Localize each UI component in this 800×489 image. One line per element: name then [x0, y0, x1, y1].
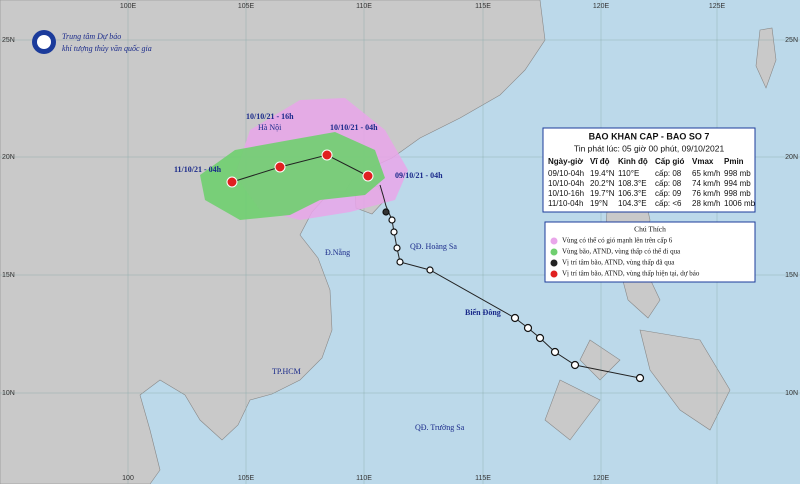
grid-label: 105E: [238, 3, 255, 10]
column-header: Vmax: [692, 157, 714, 166]
table-cell: 74 km/h: [692, 179, 720, 188]
table-cell: 76 km/h: [692, 189, 720, 198]
table-cell: 65 km/h: [692, 169, 720, 178]
grid-label: 20N: [785, 154, 798, 161]
legend-item: Vị trí tâm bão, ATND, vùng thấp đã qua: [562, 259, 675, 267]
column-header: Vĩ độ: [590, 157, 610, 166]
legend-item: Vùng bão, ATND, vùng thấp có thể đi qua: [562, 248, 681, 256]
past-positions: [382, 208, 645, 383]
column-header: Cấp gió: [655, 157, 684, 166]
grid-label: 15N: [2, 272, 15, 279]
legend-title: Chú Thích: [634, 225, 666, 234]
table-cell: 108.3°E: [618, 179, 647, 188]
grid-label: 105E: [238, 475, 255, 482]
table-cell: 19.7°N: [590, 189, 615, 198]
legend-box: [544, 221, 756, 283]
grid-label: 100E: [120, 3, 137, 10]
header-line: khí tượng thủy văn quốc gia: [62, 44, 152, 53]
grid-label: 10N: [2, 390, 15, 397]
grid-label: 110E: [356, 475, 372, 482]
grid-label: 20N: [2, 154, 15, 161]
table-cell: 998 mb: [724, 189, 751, 198]
track-label: 10/10/21 - 04h: [330, 123, 378, 132]
column-header: Ngày-giờ: [548, 157, 583, 166]
table-cell: cấp: 09: [655, 189, 682, 198]
grid-label: 10N: [785, 390, 798, 397]
legend-swatch: [550, 248, 558, 256]
place-label: QĐ. Trường Sa: [415, 423, 465, 432]
table-cell: cấp: 08: [655, 179, 682, 188]
place-label: Đ.Nẵng: [325, 248, 350, 257]
track-label: 11/10/21 - 04h: [174, 165, 222, 174]
legend-swatch: [550, 259, 558, 267]
column-header: Pmin: [724, 157, 744, 166]
table-cell: 10/10-16h: [548, 189, 584, 198]
grid-label: 25N: [2, 37, 15, 44]
table-cell: 104.3°E: [618, 199, 647, 208]
grid-label: 125E: [709, 3, 726, 10]
legend-item: Vị trí tâm bão, ATND, vùng thấp hiện tại…: [562, 270, 700, 278]
forecast-positions: [226, 149, 374, 188]
place-label: Hà Nội: [258, 123, 282, 132]
track-label: 09/10/21 - 04h: [395, 171, 443, 180]
logo: [32, 30, 56, 54]
grid-label: 15N: [785, 272, 798, 279]
grid-label: 100: [122, 475, 134, 482]
table-cell: cấp: 08: [655, 169, 682, 178]
grid-label: 25N: [785, 37, 798, 44]
table-cell: 106.3°E: [618, 189, 647, 198]
mainland: [0, 0, 546, 485]
table-cell: 994 mb: [724, 179, 751, 188]
column-header: Kinh độ: [618, 157, 648, 166]
legend-item: Vùng có thể có gió mạnh lên trên cấp 6: [562, 237, 673, 245]
legend-swatch: [550, 270, 558, 278]
table-cell: cấp: <6: [655, 199, 682, 208]
table-cell: 11/10-04h: [548, 199, 583, 208]
table-cell: 1006 mb: [724, 199, 756, 208]
storm-cone: [200, 132, 385, 220]
legend-swatch: [550, 237, 558, 245]
table-cell: 110°E: [618, 169, 639, 178]
table-cell: 19.4°N: [590, 169, 615, 178]
bulletin-box: [542, 127, 756, 213]
grid-label: 115E: [475, 475, 491, 482]
taiwan: [755, 27, 777, 89]
grid-label: 115E: [475, 3, 491, 10]
grid-label: 120E: [593, 475, 610, 482]
grid-label: 120E: [593, 3, 610, 10]
table-cell: 09/10-04h: [548, 169, 584, 178]
header-line: Trung tâm Dự báo: [62, 32, 121, 41]
philippines: [544, 169, 731, 441]
forecast-track: [231, 154, 369, 183]
table-cell: 19°N: [590, 199, 608, 208]
grid-label: 110E: [356, 3, 372, 10]
table-cell: 10/10-04h: [548, 179, 584, 188]
table-cell: 28 km/h: [692, 199, 720, 208]
bulletin-title: BAO KHAN CAP - BAO SO 7: [589, 131, 710, 141]
place-label: Biển Đông: [465, 308, 501, 317]
bulletin-issued: Tin phát lúc: 05 giờ 00 phút, 09/10/2021: [574, 143, 725, 153]
table-cell: 998 mb: [724, 169, 751, 178]
track-label: 10/10/21 - 16h: [246, 112, 294, 121]
table-cell: 20.2°N: [590, 179, 615, 188]
place-label: QĐ. Hoàng Sa: [410, 242, 457, 251]
place-label: TP.HCM: [272, 367, 301, 376]
